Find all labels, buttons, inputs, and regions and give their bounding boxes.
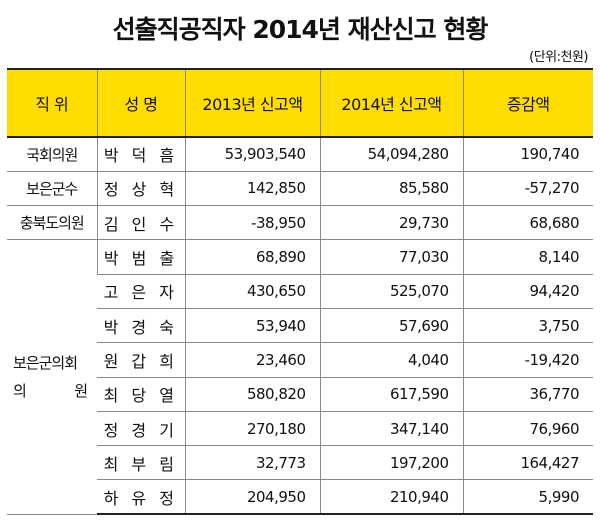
table-row: 최 부 림 32,773 197,200 164,427: [7, 445, 593, 481]
name-cell: 최 당 열: [97, 377, 185, 412]
name-cell: 박 덕 흠: [96, 137, 185, 172]
position-cell: 국회의원: [7, 137, 97, 172]
value-2014-cell: 525,070: [319, 274, 463, 309]
change-cell: -19,420: [462, 342, 593, 378]
group-label-right: 원: [74, 382, 88, 401]
position-cell: 충북도의원: [7, 205, 97, 241]
change-cell: 36,770: [462, 377, 593, 412]
unit-label: (단위:천원): [529, 50, 588, 65]
position-cell: 보은군수: [7, 171, 97, 207]
value-2013-cell: 430,650: [184, 274, 320, 309]
group-label-left: 의: [13, 382, 27, 401]
value-2013-cell: 142,850: [184, 171, 320, 207]
header-change: 증감액: [462, 68, 593, 138]
table-row: 정 경 기 270,180 347,140 76,960: [7, 411, 593, 447]
value-2014-cell: 29,730: [319, 205, 463, 241]
value-2013-cell: 68,890: [184, 239, 320, 275]
change-cell: 68,680: [462, 205, 593, 241]
header-name: 성 명: [96, 68, 185, 138]
table-row: 고 은 자 430,650 525,070 94,420: [7, 274, 593, 309]
value-2013-cell: 580,820: [184, 377, 320, 412]
asset-table: 직 위 성 명 2013년 신고액 2014년 신고액 증감액 국회의원 박 덕…: [7, 68, 593, 516]
value-2014-cell: 4,040: [319, 342, 463, 378]
value-2014-cell: 617,590: [319, 377, 463, 412]
group-position-cell: 보은군의회 의 원: [7, 239, 97, 515]
name-cell: 하 유 정: [97, 479, 185, 516]
value-2014-cell: 57,690: [319, 308, 463, 344]
change-cell: 5,990: [462, 479, 593, 516]
header-position: 직 위: [7, 68, 97, 138]
group-label-line1: 보은군의회: [13, 354, 78, 373]
name-cell: 고 은 자: [97, 274, 185, 309]
change-cell: 94,420: [462, 274, 593, 309]
value-2013-cell: 53,903,540: [184, 137, 320, 172]
name-cell: 정 상 혁: [96, 171, 185, 207]
change-cell: 3,750: [462, 308, 593, 344]
value-2013-cell: 32,773: [184, 445, 320, 481]
change-cell: 164,427: [462, 445, 593, 481]
value-2013-cell: 23,460: [184, 342, 320, 378]
value-2014-cell: 85,580: [319, 171, 463, 207]
value-2013-cell: 270,180: [184, 411, 320, 447]
change-cell: -57,270: [462, 171, 593, 207]
value-2013-cell: -38,950: [184, 205, 320, 241]
value-2013-cell: 204,950: [184, 479, 320, 516]
name-cell: 박 경 숙: [97, 308, 185, 344]
name-cell: 박 범 출: [96, 239, 185, 275]
change-cell: 190,740: [462, 137, 593, 172]
value-2014-cell: 347,140: [319, 411, 463, 447]
table-row: 국회의원 박 덕 흠 53,903,540 54,094,280 190,740: [7, 137, 593, 172]
change-cell: 8,140: [462, 239, 593, 275]
name-cell: 김 인 수: [96, 205, 185, 241]
page-title: 선출직공직자 2014년 재산신고 현황: [112, 15, 489, 44]
table-row: 하 유 정 204,950 210,940 5,990: [7, 479, 593, 516]
header-row: 직 위 성 명 2013년 신고액 2014년 신고액 증감액: [7, 68, 593, 138]
value-2014-cell: 197,200: [319, 445, 463, 481]
table-row: 박 경 숙 53,940 57,690 3,750: [7, 308, 593, 344]
value-2014-cell: 210,940: [319, 479, 463, 516]
value-2014-cell: 54,094,280: [319, 137, 463, 172]
header-2014: 2014년 신고액: [319, 68, 463, 138]
name-cell: 정 경 기: [97, 411, 185, 447]
name-cell: 원 갑 희: [97, 342, 185, 378]
group-label-line2: 의 원: [13, 377, 88, 405]
change-cell: 76,960: [462, 411, 593, 447]
table-row: 최 당 열 580,820 617,590 36,770: [7, 377, 593, 412]
table-row: 원 갑 희 23,460 4,040 -19,420: [7, 342, 593, 378]
value-2013-cell: 53,940: [184, 308, 320, 344]
header-2013: 2013년 신고액: [184, 68, 320, 138]
table-row: 보은군수 정 상 혁 142,850 85,580 -57,270: [7, 171, 593, 207]
name-cell: 최 부 림: [97, 445, 185, 481]
value-2014-cell: 77,030: [319, 239, 463, 275]
table-row: 충북도의원 김 인 수 -38,950 29,730 68,680: [7, 205, 593, 241]
table-row: 보은군의회 의 원 박 범 출 68,890 77,030 8,140: [7, 239, 593, 515]
